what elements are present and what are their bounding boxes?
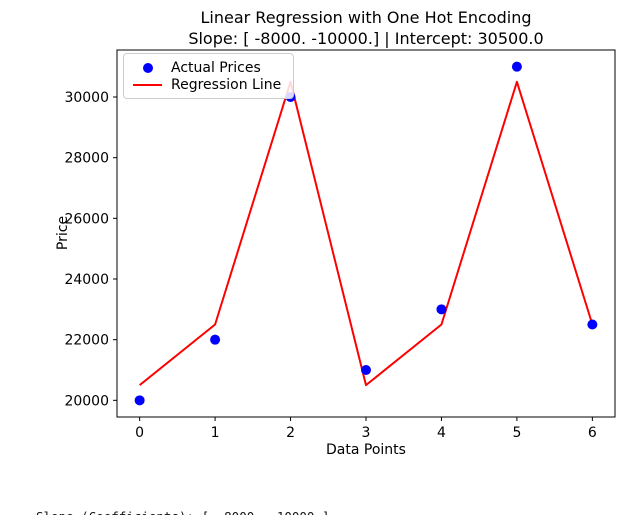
data-point <box>587 319 598 330</box>
axes-frame <box>116 49 616 418</box>
console-output: Slope (Coefficients): [ -8000. -10000.] … <box>36 467 330 515</box>
y-tick-label: 20000 <box>64 393 109 409</box>
data-point <box>436 304 447 315</box>
y-tick-label: 30000 <box>64 90 109 106</box>
data-point <box>210 334 221 345</box>
y-tick-label: 26000 <box>64 211 109 227</box>
x-tick-label: 0 <box>135 425 144 441</box>
legend-label-regression-line: Regression Line <box>171 76 282 93</box>
legend: Actual Prices Regression Line <box>123 53 295 99</box>
y-tick-label: 24000 <box>64 272 109 288</box>
console-line-slope: Slope (Coefficients): [ -8000. -10000.] <box>36 507 330 515</box>
x-tick-label: 1 <box>211 425 220 441</box>
data-point <box>511 61 522 72</box>
legend-item-actual-prices: Actual Prices <box>124 59 281 76</box>
x-tick-label: 3 <box>362 425 371 441</box>
plot-area: 0 1 2 3 4 5 6 20000 22000 24000 26000 28000 30000 <box>64 49 616 441</box>
x-tick-label: 4 <box>437 425 446 441</box>
legend-label-actual-prices: Actual Prices <box>171 59 261 76</box>
data-point <box>134 395 145 406</box>
line-marker-icon <box>124 83 171 86</box>
chart-title-block: Linear Regression with One Hot Encoding … <box>117 7 615 49</box>
y-tick-label: 22000 <box>64 333 109 349</box>
x-tick-label: 2 <box>286 425 295 441</box>
x-axis-label: Data Points <box>326 442 406 458</box>
data-point <box>361 364 371 375</box>
legend-item-regression-line: Regression Line <box>124 76 281 93</box>
chart-subtitle: Slope: [ -8000. -10000.] | Intercept: 30… <box>188 29 544 48</box>
x-tick-label: 6 <box>588 425 597 441</box>
x-tick-label: 5 <box>512 425 521 441</box>
y-axis-label: Price <box>55 215 71 251</box>
regression-line <box>139 80 594 387</box>
chart-title: Linear Regression with One Hot Encoding <box>200 8 532 27</box>
scatter-marker-icon <box>124 62 171 73</box>
y-tick-label: 28000 <box>64 151 109 167</box>
